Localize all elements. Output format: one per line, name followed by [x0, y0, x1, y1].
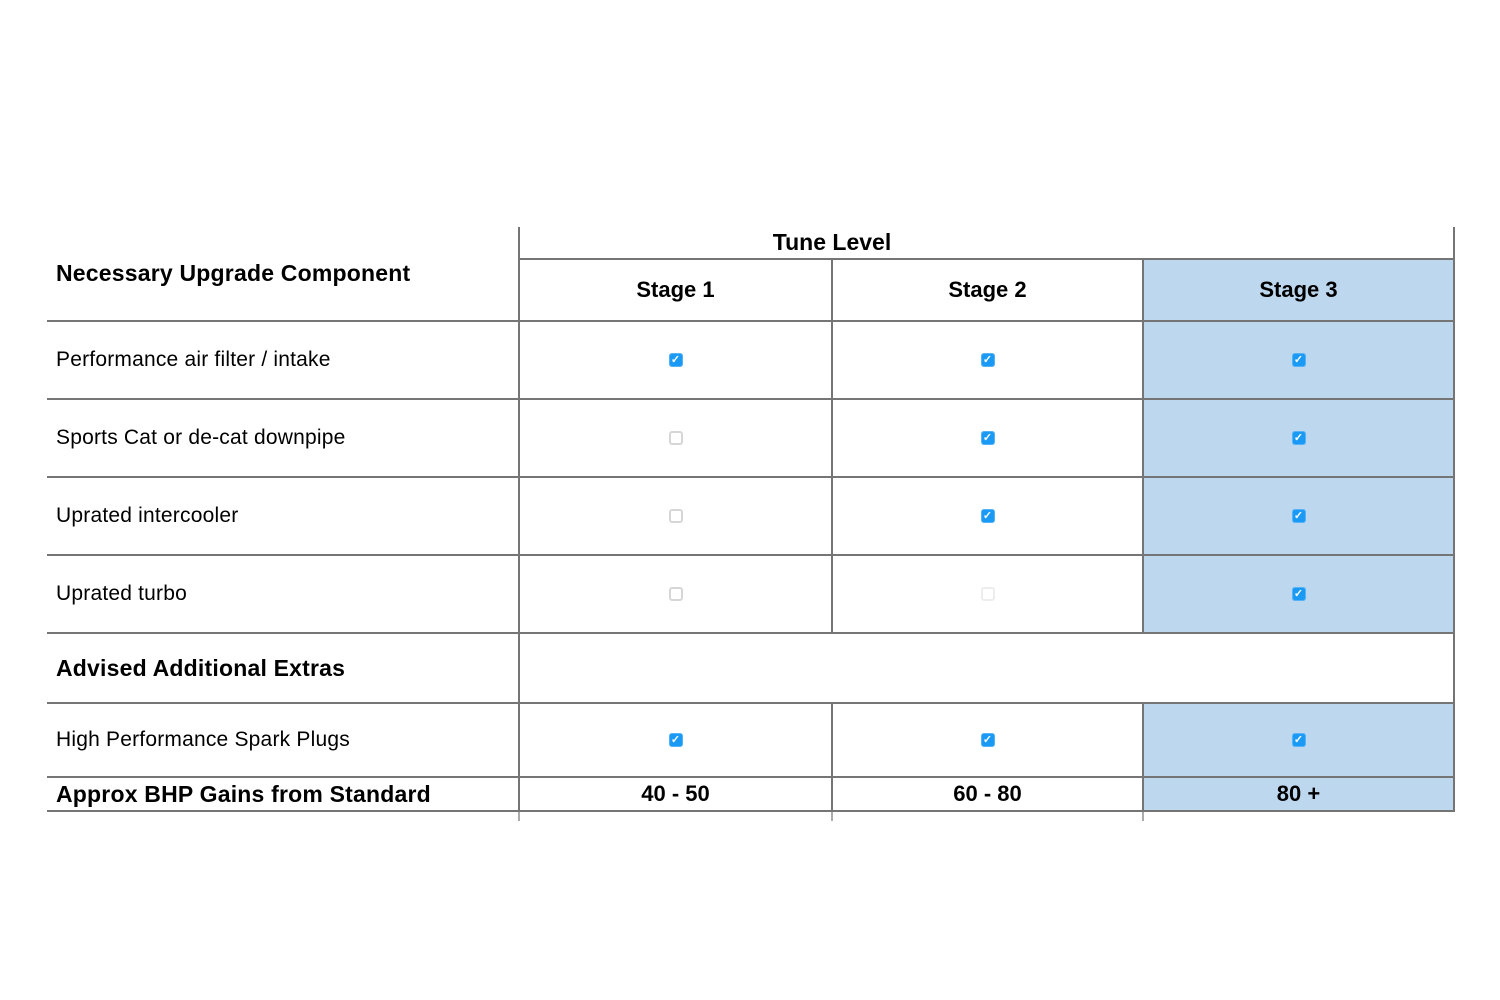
table-cell: [520, 478, 833, 556]
table-cell: [833, 400, 1144, 478]
checkbox[interactable]: [668, 509, 683, 523]
table-cell: [520, 400, 833, 478]
section-header-advised-extras: Advised Additional Extras: [47, 634, 520, 704]
row-label-uprated-turbo: Uprated turbo: [47, 556, 520, 634]
table-cell: [833, 556, 1144, 634]
stage-1-header: Stage 1: [520, 260, 833, 322]
checkbox[interactable]: [1291, 509, 1306, 523]
bhp-gain-stage-2: 60 - 80: [833, 778, 1144, 812]
checkbox[interactable]: [980, 431, 995, 445]
table-cell: [1144, 400, 1455, 478]
tune-level-spacer-cell: [1144, 227, 1455, 260]
table-cell: [1144, 478, 1455, 556]
checkbox[interactable]: [1291, 733, 1306, 747]
checkbox[interactable]: [1291, 431, 1306, 445]
stage-3-header: Stage 3: [1144, 260, 1455, 322]
bhp-gain-stage-1: 40 - 50: [520, 778, 833, 812]
bhp-gain-stage-3: 80 +: [1144, 778, 1455, 812]
row-label-uprated-intercooler: Uprated intercooler: [47, 478, 520, 556]
tune-level-group-header: Tune Level: [520, 227, 1144, 260]
checkbox[interactable]: [668, 587, 683, 601]
checkbox[interactable]: [980, 587, 995, 601]
table-cell: [1144, 556, 1455, 634]
summary-row-label: Approx BHP Gains from Standard: [47, 778, 520, 812]
section-header-empty-span: [520, 634, 1455, 704]
table-cell: [520, 556, 833, 634]
row-label-sports-cat-downpipe: Sports Cat or de-cat downpipe: [47, 400, 520, 478]
table-cell: [833, 704, 1144, 778]
table-cell: [833, 322, 1144, 400]
corner-header: Necessary Upgrade Component: [47, 227, 520, 322]
checkbox[interactable]: [1291, 353, 1306, 367]
table-cell: [520, 704, 833, 778]
checkbox[interactable]: [668, 431, 683, 445]
stage-2-header: Stage 2: [833, 260, 1144, 322]
table-cell: [833, 478, 1144, 556]
checkbox[interactable]: [980, 509, 995, 523]
checkbox[interactable]: [668, 733, 683, 747]
table-cell: [1144, 322, 1455, 400]
border-stub: [518, 812, 520, 821]
row-label-spark-plugs: High Performance Spark Plugs: [47, 704, 520, 778]
checkbox[interactable]: [980, 353, 995, 367]
checkbox[interactable]: [668, 353, 683, 367]
checkbox[interactable]: [980, 733, 995, 747]
table-cell: [1144, 704, 1455, 778]
table-cell: [520, 322, 833, 400]
border-stub: [1142, 812, 1144, 821]
checkbox[interactable]: [1291, 587, 1306, 601]
row-label-performance-air-filter: Performance air filter / intake: [47, 322, 520, 400]
tune-level-table: Necessary Upgrade Component Tune Level S…: [47, 227, 1455, 821]
border-stub: [831, 812, 833, 821]
